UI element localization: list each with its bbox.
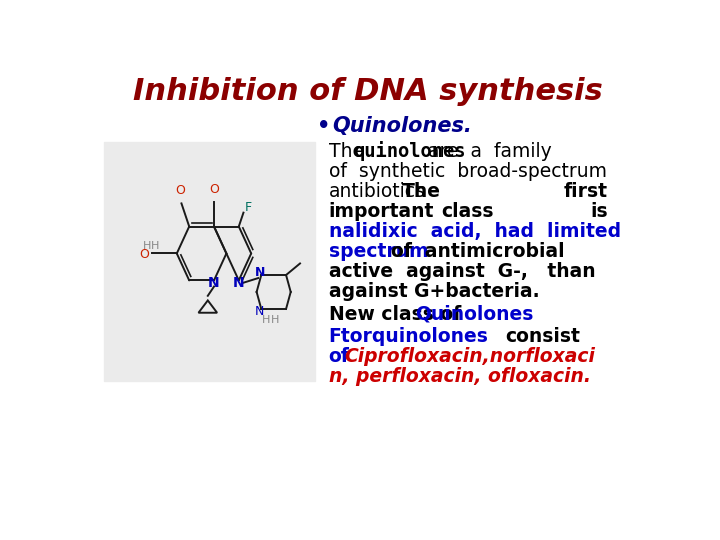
Text: quinolones: quinolones [354, 141, 466, 161]
Text: active  against  G-,   than: active against G-, than [329, 262, 595, 281]
Text: Quinolones: Quinolones [415, 305, 534, 323]
Text: The: The [402, 181, 441, 200]
Text: O: O [175, 184, 185, 197]
Text: first: first [564, 181, 608, 200]
Text: nalidixic  acid,  had  limited: nalidixic acid, had limited [329, 221, 621, 241]
Text: Ftorquinolones: Ftorquinolones [329, 327, 489, 346]
Text: N: N [255, 266, 265, 279]
Text: •: • [317, 117, 330, 137]
Text: are  a  family: are a family [428, 141, 552, 160]
Text: H: H [151, 241, 159, 251]
Text: n, perfloxacin, ofloxacin.: n, perfloxacin, ofloxacin. [329, 367, 590, 386]
Text: of  synthetic  broad-spectrum: of synthetic broad-spectrum [329, 161, 607, 180]
Text: of: of [329, 347, 350, 366]
Text: Ciprofloxacin,norfloxaci: Ciprofloxacin,norfloxaci [344, 347, 595, 366]
Text: H: H [271, 315, 279, 325]
Text: F: F [245, 201, 252, 214]
Text: spectrum: spectrum [329, 241, 428, 261]
Text: Inhibition of DNA synthesis: Inhibition of DNA synthesis [132, 77, 603, 106]
Text: of  antimicrobial: of antimicrobial [391, 241, 564, 261]
Text: H: H [262, 315, 270, 325]
Text: important: important [329, 201, 434, 221]
Text: O: O [139, 248, 149, 261]
Text: is: is [590, 201, 608, 221]
Text: consist: consist [505, 327, 580, 346]
Text: N: N [208, 276, 220, 289]
Text: The: The [329, 141, 369, 160]
Text: N: N [255, 305, 264, 318]
Text: New class of: New class of [329, 305, 467, 323]
Text: O: O [209, 183, 219, 195]
Text: antibiotics: antibiotics [329, 181, 426, 200]
Text: Quinolones.: Quinolones. [333, 117, 472, 137]
Text: class: class [441, 201, 494, 221]
Text: H: H [143, 241, 151, 251]
FancyBboxPatch shape [104, 142, 315, 381]
Text: against G+bacteria.: against G+bacteria. [329, 282, 539, 301]
Text: N: N [233, 276, 245, 289]
